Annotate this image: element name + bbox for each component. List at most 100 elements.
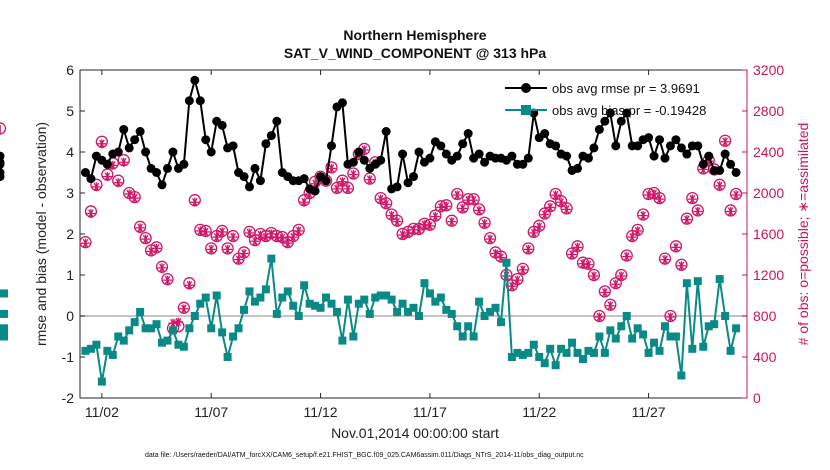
assimilated-obs-point [583,260,593,270]
assimilated-obs-point [627,232,637,242]
bias-point [617,322,626,331]
bias-point [92,340,101,349]
rmse-point [644,133,654,143]
bias-point [382,291,391,300]
bias-point [0,309,8,318]
y-tick-label: 2 [66,226,74,242]
assimilated-obs-point [135,223,145,233]
bias-point [589,348,598,357]
rmse-point [261,139,271,149]
rmse-point [141,147,151,157]
bias-point [81,346,90,355]
bias-point [628,334,637,343]
y-axis-label: rmse and bias (model - observation) [33,122,49,346]
assimilated-obs-point [337,177,347,187]
bias-point [414,312,423,320]
rmse-point [326,141,336,151]
assimilated-obs-point [409,225,418,235]
bias-point [447,309,456,318]
rmse-point [583,153,593,163]
bias-point [469,332,478,341]
bias-point [338,336,347,345]
assimilated-obs-point [387,211,397,221]
bias-point [108,350,117,359]
bias-point [245,287,254,296]
rmse-point [359,155,369,165]
rmse-point [376,155,386,165]
legend-bias-marker [521,105,531,115]
rmse-point [676,143,686,153]
bias-point [644,348,653,357]
bias-point [250,297,259,306]
y2-tick-label: 3200 [753,62,784,78]
assimilated-obs-point [720,137,730,147]
rmse-point [244,182,254,192]
bias-point [349,332,358,341]
y2-tick-label: 1600 [753,226,784,242]
assimilated-obs-point [534,222,544,232]
bias-point [158,338,167,347]
assimilated-obs-point [184,280,194,290]
assimilated-obs-point [141,234,151,244]
rmse-point [206,147,216,157]
bias-point [568,338,577,347]
legend-rmse-marker [521,83,531,93]
bias-point [343,295,352,304]
bias-point [311,301,320,310]
bias-point [97,377,106,386]
rmse-point [310,186,320,196]
rmse-point [190,75,200,85]
rmse-point [195,96,205,106]
y-tick-label: 1 [66,267,74,283]
rmse-point [0,151,5,161]
rmse-point [157,180,167,190]
bias-point [475,297,484,306]
bias-point [595,332,604,341]
rmse-point [458,139,468,149]
bias-point [611,334,620,343]
assimilated-obs-point [228,232,238,242]
bias-point [650,338,659,347]
assimilated-obs-point [365,175,375,185]
rmse-point [523,153,533,163]
legend-bias-label: obs avg bias pr = -0.19428 [552,103,706,118]
assimilated-obs-point [425,221,435,231]
bias-point [190,312,199,320]
bias-point [458,332,467,341]
bias-point [218,328,227,337]
bias-point [86,344,95,353]
assimilated-obs-point [223,244,233,254]
bias-point [420,279,429,288]
bias-point [141,324,150,333]
assimilated-obs-point [594,312,604,322]
bias-point [496,318,505,327]
rmse-point [726,159,736,169]
rmse-point [507,151,517,161]
bias-point [196,299,205,308]
assimilated-obs-point [671,242,681,252]
assimilated-obs-point [419,220,429,230]
assimilated-obs-point [507,281,517,291]
rmse-point [463,129,473,139]
rmse-point [403,178,413,188]
bias-point [507,353,516,361]
rmse-point [337,98,347,108]
rmse-point [611,141,621,151]
rmse-point [605,108,615,118]
assimilated-obs-point [272,232,282,242]
rmse-point [649,151,659,161]
rmse-point [250,163,260,173]
bias-point [316,303,325,312]
bias-point [688,344,697,353]
assimilated-obs-point [124,189,134,199]
assimilated-obs-point [250,236,260,246]
rmse-point [573,163,583,173]
bias-point [639,330,648,339]
assimilated-obs-point [731,190,741,200]
bias-point [240,305,249,314]
y-tick-label: 0 [66,308,74,324]
rmse-point [102,159,112,169]
rmse-point [217,120,227,130]
rmse-point [720,149,730,159]
